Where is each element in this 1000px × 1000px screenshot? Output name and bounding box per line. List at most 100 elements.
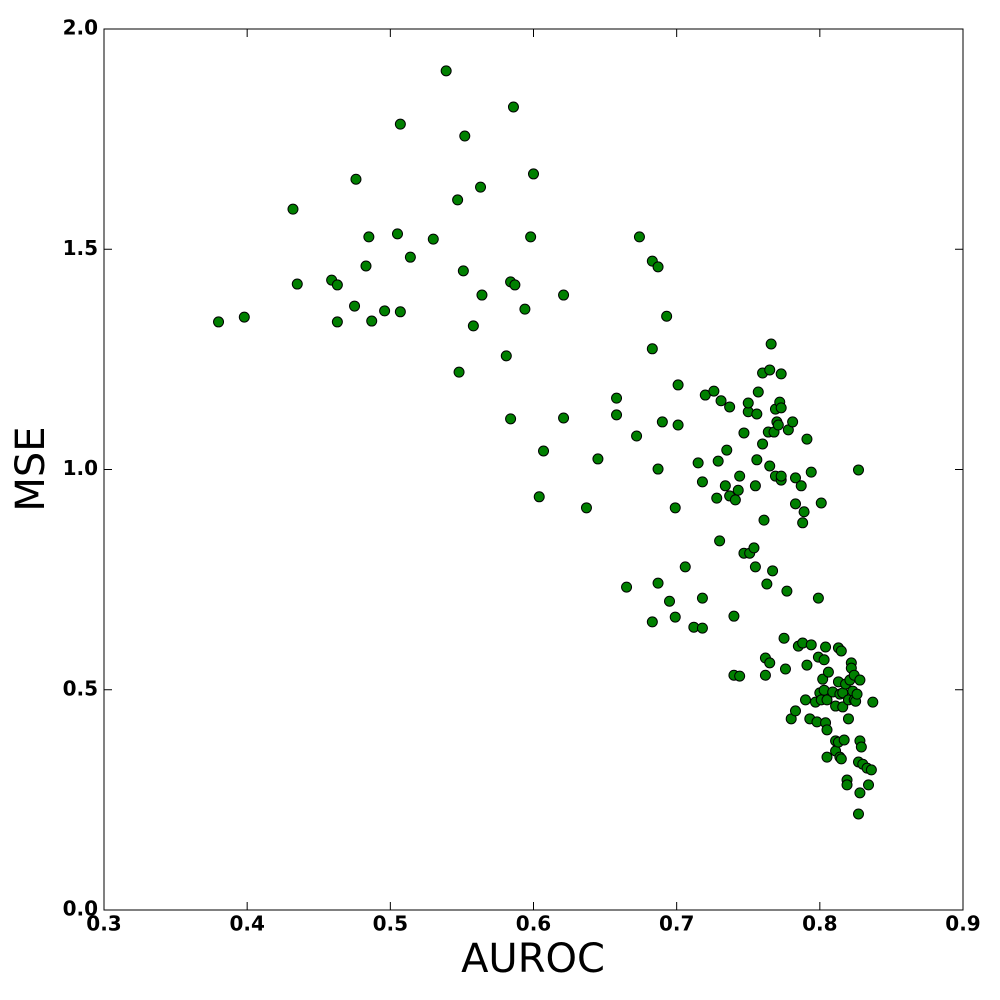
- point: [349, 300, 361, 312]
- point: [656, 416, 668, 428]
- point: [669, 502, 681, 514]
- point: [611, 409, 623, 421]
- point: [646, 616, 658, 628]
- point: [805, 466, 817, 478]
- point: [775, 368, 787, 380]
- point: [759, 669, 771, 681]
- point: [379, 305, 391, 317]
- point: [696, 622, 708, 634]
- point: [646, 343, 658, 355]
- x-axis-label: AUROC: [461, 936, 605, 982]
- point: [852, 808, 864, 820]
- point: [742, 397, 754, 409]
- point: [841, 779, 853, 791]
- point: [440, 65, 452, 77]
- point: [611, 392, 623, 404]
- point: [767, 565, 779, 577]
- y-tick-label: 0.5: [63, 676, 98, 700]
- point: [801, 433, 813, 445]
- point: [652, 261, 664, 273]
- point: [789, 498, 801, 510]
- plot-frame: [103, 28, 964, 911]
- point: [669, 611, 681, 623]
- point: [621, 581, 633, 593]
- point: [500, 350, 512, 362]
- point: [558, 412, 570, 424]
- y-axis-label: MSE: [8, 426, 54, 511]
- point: [772, 419, 784, 431]
- x-tick-label: 0.9: [945, 912, 980, 936]
- point: [818, 654, 830, 666]
- point: [721, 444, 733, 456]
- point: [765, 338, 777, 350]
- point: [664, 595, 676, 607]
- y-tick-label: 1.5: [63, 236, 98, 260]
- point: [728, 610, 740, 622]
- point: [749, 480, 761, 492]
- point: [652, 577, 664, 589]
- point: [851, 688, 863, 700]
- point: [661, 310, 673, 322]
- x-tick-label: 0.5: [373, 912, 408, 936]
- point: [287, 203, 299, 215]
- point: [467, 320, 479, 332]
- point: [729, 494, 741, 506]
- point: [781, 585, 793, 597]
- point: [797, 517, 809, 529]
- point: [734, 670, 746, 682]
- point: [558, 289, 570, 301]
- point: [712, 455, 724, 467]
- point: [291, 278, 303, 290]
- point: [696, 476, 708, 488]
- point: [820, 641, 832, 653]
- point: [775, 402, 787, 414]
- point: [751, 408, 763, 420]
- point: [852, 464, 864, 476]
- point: [672, 419, 684, 431]
- point: [835, 753, 847, 765]
- point: [631, 430, 643, 442]
- point: [837, 701, 849, 713]
- point: [738, 427, 750, 439]
- point: [764, 657, 776, 669]
- x-tick-label: 0.3: [86, 912, 121, 936]
- point: [528, 168, 539, 180]
- point: [779, 663, 791, 675]
- point: [764, 364, 776, 376]
- point: [778, 632, 790, 644]
- point: [789, 705, 801, 717]
- x-tick-label: 0.8: [802, 912, 837, 936]
- point: [800, 694, 812, 706]
- point: [331, 279, 343, 291]
- point: [761, 578, 773, 590]
- point: [789, 472, 801, 484]
- point: [719, 480, 731, 492]
- point: [751, 454, 763, 466]
- point: [652, 463, 664, 475]
- point: [519, 303, 531, 315]
- point: [366, 315, 378, 327]
- point: [672, 379, 684, 391]
- point: [801, 659, 813, 671]
- point: [452, 194, 464, 206]
- point: [213, 316, 225, 328]
- point: [476, 289, 488, 301]
- point: [509, 279, 521, 291]
- x-tick-label: 0.6: [516, 912, 551, 936]
- point: [757, 438, 769, 450]
- point: [815, 497, 827, 509]
- point: [592, 453, 604, 465]
- point: [865, 764, 877, 776]
- y-tick-label: 2.0: [63, 16, 98, 40]
- point: [715, 395, 727, 407]
- point: [475, 181, 487, 193]
- point: [507, 101, 519, 113]
- point: [363, 231, 375, 243]
- point: [459, 130, 471, 142]
- point: [238, 311, 250, 323]
- point: [533, 491, 545, 503]
- point: [580, 502, 592, 514]
- point: [331, 316, 343, 328]
- point: [758, 514, 770, 526]
